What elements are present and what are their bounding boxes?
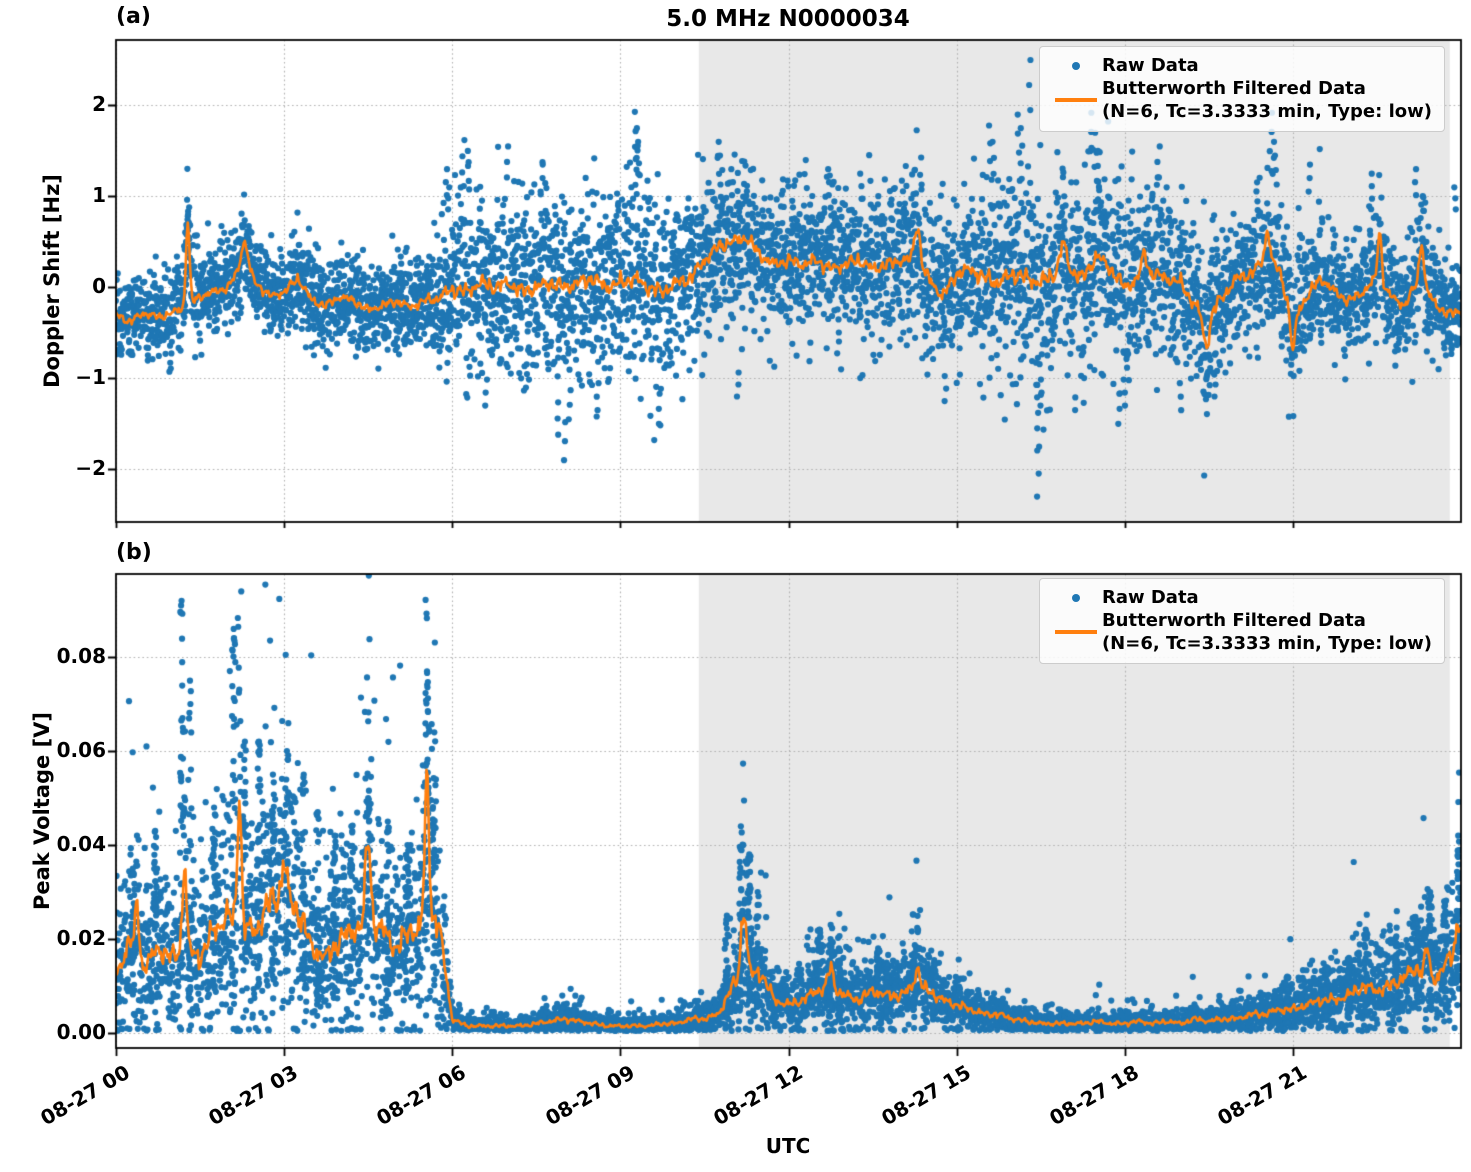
x-axis-label: UTC xyxy=(765,1134,811,1158)
legend-filtered-line1: Butterworth Filtered Data xyxy=(1101,78,1366,100)
legend-panel-b: Raw Data Butterworth Filtered Data (N=6,… xyxy=(1038,578,1445,665)
panel-a-ylabel: Doppler Shift [Hz] xyxy=(40,174,64,388)
filtered-line-marker-cell xyxy=(1050,98,1102,102)
legend-raw-row: Raw Data xyxy=(1050,54,1432,77)
panel-b-ylabel: Peak Voltage [V] xyxy=(30,711,54,911)
chart-title: 5.0 MHz N0000034 xyxy=(666,6,910,32)
legend-filtered-row: Butterworth Filtered Data (N=6, Tc=3.333… xyxy=(1050,77,1432,123)
filtered-line-icon xyxy=(1054,98,1097,102)
legend-filtered-label: Butterworth Filtered Data (N=6, Tc=3.333… xyxy=(1102,77,1432,123)
raw-data-marker-cell xyxy=(1050,61,1102,70)
legend-filtered-label: Butterworth Filtered Data (N=6, Tc=3.333… xyxy=(1102,609,1432,655)
legend-filtered-row: Butterworth Filtered Data (N=6, Tc=3.333… xyxy=(1050,609,1432,655)
legend-filtered-line2: (N=6, Tc=3.3333 min, Type: low) xyxy=(1101,633,1432,655)
panel-b-label: (b) xyxy=(116,540,152,565)
legend-filtered-line1: Butterworth Filtered Data xyxy=(1101,610,1366,632)
raw-data-dot-icon xyxy=(1071,61,1080,70)
raw-data-dot-icon xyxy=(1071,593,1080,602)
legend-raw-label: Raw Data xyxy=(1101,55,1199,76)
legend-raw-row: Raw Data xyxy=(1050,586,1432,609)
filtered-line-marker-cell xyxy=(1050,630,1102,634)
legend-raw-label: Raw Data xyxy=(1101,587,1199,608)
legend-panel-a: Raw Data Butterworth Filtered Data (N=6,… xyxy=(1038,46,1445,133)
legend-filtered-line2: (N=6, Tc=3.3333 min, Type: low) xyxy=(1101,101,1432,123)
panel-a-label: (a) xyxy=(116,4,151,29)
raw-data-marker-cell xyxy=(1050,593,1102,602)
filtered-line-icon xyxy=(1054,630,1097,634)
